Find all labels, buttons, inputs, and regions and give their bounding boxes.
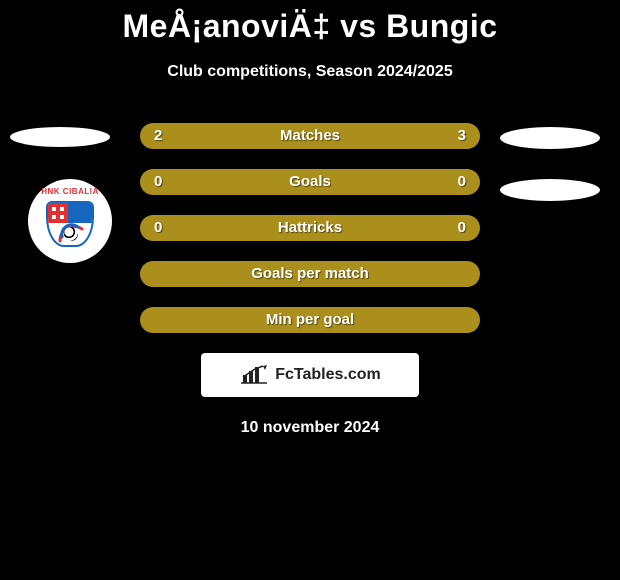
stat-pill: Goals per match <box>140 261 480 287</box>
fctables-logo-box: FcTables.com <box>201 353 419 397</box>
stat-right-value: 0 <box>458 169 466 195</box>
stat-label: Goals <box>140 169 480 195</box>
stat-label: Hattricks <box>140 215 480 241</box>
stat-row-hattricks: 0 Hattricks 0 <box>0 215 620 241</box>
stat-pill: Min per goal <box>140 307 480 333</box>
stat-label: Min per goal <box>140 307 480 333</box>
fctables-logo-icon <box>239 365 269 385</box>
stat-label: Matches <box>140 123 480 149</box>
stat-row-min-per-goal: Min per goal <box>0 307 620 333</box>
stat-right-value: 0 <box>458 215 466 241</box>
fctables-logo-text: FcTables.com <box>275 366 381 384</box>
stat-label: Goals per match <box>140 261 480 287</box>
stat-row-matches: 2 Matches 3 <box>0 123 620 149</box>
page-subtitle: Club competitions, Season 2024/2025 <box>0 63 620 81</box>
stat-pill: 0 Goals 0 <box>140 169 480 195</box>
stat-pill: 2 Matches 3 <box>140 123 480 149</box>
stat-bars: 2 Matches 3 0 Goals 0 0 Hattricks 0 Goal… <box>0 123 620 333</box>
page-title: MeÅ¡anoviÄ‡ vs Bungic <box>0 0 620 45</box>
stat-row-goals: 0 Goals 0 <box>0 169 620 195</box>
stat-pill: 0 Hattricks 0 <box>140 215 480 241</box>
stat-right-value: 3 <box>458 123 466 149</box>
page-root: MeÅ¡anoviÄ‡ vs Bungic Club competitions,… <box>0 0 620 580</box>
stat-row-goals-per-match: Goals per match <box>0 261 620 287</box>
date-line: 10 november 2024 <box>0 419 620 437</box>
